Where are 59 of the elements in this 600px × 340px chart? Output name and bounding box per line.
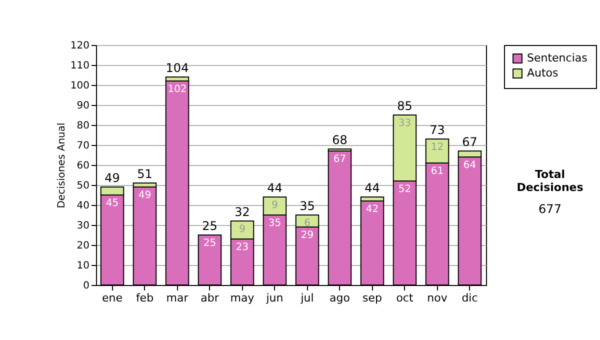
y-tick-label: 40: [76, 200, 90, 212]
y-tick-label: 90: [76, 100, 90, 112]
data-label: 33: [398, 118, 412, 129]
y-tick-label: 30: [76, 220, 90, 232]
y-tick-label: 80: [76, 120, 90, 132]
x-tick-label: oct: [396, 292, 414, 304]
data-label: 25: [203, 238, 216, 249]
y-tick-label: 50: [76, 180, 90, 192]
y-tick-label: 110: [70, 60, 90, 72]
data-label: 9: [272, 200, 278, 211]
x-tick-label: nov: [427, 292, 448, 304]
y-tick-label: 100: [70, 80, 90, 92]
text: Total Decisiones: [516, 168, 584, 194]
data-label: 61: [430, 166, 444, 177]
x-tick-label: sep: [362, 292, 382, 304]
total-label: 67: [462, 135, 478, 149]
legend-label: Autos: [527, 66, 559, 80]
total-label: 44: [267, 181, 282, 195]
total-label: 85: [397, 99, 412, 113]
total-label: 104: [166, 61, 189, 75]
x-tick-label: ago: [330, 292, 350, 304]
x-tick-label: ene: [102, 292, 123, 304]
data-label: 42: [366, 204, 379, 215]
y-tick-label: 0: [83, 280, 90, 292]
data-label: 6: [304, 218, 310, 229]
x-tick-label: mar: [166, 292, 189, 304]
x-tick-label: jul: [300, 292, 314, 304]
y-tick-label: 60: [76, 160, 90, 172]
x-tick-label: may: [230, 292, 255, 304]
total-label: 32: [234, 205, 250, 219]
total-label: 73: [430, 123, 445, 137]
y-tick-label: 120: [70, 40, 90, 52]
total-label: 68: [332, 133, 348, 147]
total-label: 25: [202, 219, 218, 233]
data-label: 49: [138, 190, 152, 201]
y-axis-title: Decisiones Anual: [56, 122, 68, 208]
total-label: 44: [364, 181, 380, 195]
data-label: 12: [430, 142, 444, 153]
y-tick-label: 20: [76, 240, 90, 252]
x-tick-label: dic: [462, 292, 478, 304]
x-tick-label: jun: [265, 292, 284, 304]
data-label: 29: [300, 230, 314, 241]
total-label: 35: [300, 199, 315, 213]
data-label: 64: [463, 160, 476, 171]
data-label: 52: [398, 184, 412, 195]
data-label: 45: [106, 198, 119, 209]
data-label: 67: [333, 154, 346, 165]
total-label: 51: [137, 167, 152, 181]
total-label: 49: [104, 171, 120, 185]
legend-label: Sentencias: [527, 52, 588, 64]
x-tick-label: abr: [200, 292, 220, 304]
data-label: 9: [239, 224, 246, 235]
text: 677: [538, 202, 562, 216]
data-label: 102: [168, 84, 187, 95]
y-tick-label: 70: [76, 140, 90, 152]
data-label: 35: [268, 218, 282, 229]
data-label: 23: [236, 242, 249, 253]
y-tick-label: 10: [76, 260, 90, 272]
x-tick-label: feb: [136, 292, 154, 304]
